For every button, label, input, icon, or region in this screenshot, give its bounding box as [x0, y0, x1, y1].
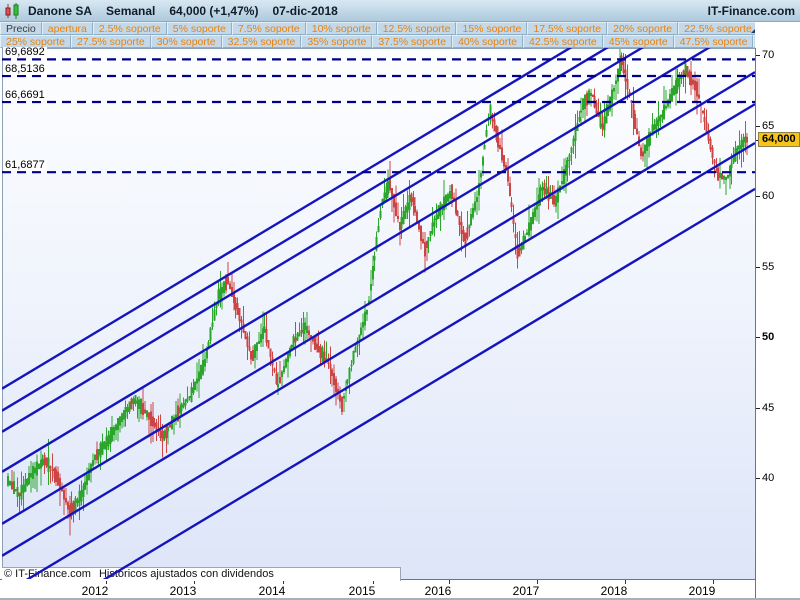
- year-label-2014: 2014: [258, 584, 286, 598]
- chart-footer-note: © IT-Finance.com Históricos ajustados con…: [2, 567, 401, 581]
- title-bar: Danone SA Semanal 64,000 (+1,47%) 07-dic…: [0, 0, 800, 22]
- year-tick: [713, 580, 714, 584]
- price-tick-label: 55: [762, 261, 775, 273]
- candles: [7, 49, 749, 536]
- tab-42-5-soporte[interactable]: 42.5% soporte: [523, 35, 603, 48]
- dashed-level-lines: [2, 58, 755, 174]
- tab-37-5-soporte[interactable]: 37.5% soporte: [372, 35, 453, 48]
- indicator-tabs-row-1: Precio apertura 2.5% soporte 5% soporte 7.5%…: [0, 22, 755, 35]
- level-price-label: 69,6892: [3, 46, 47, 58]
- time-axis[interactable]: 2012 2013 2014 2015 2016 2017 2018 2019: [0, 579, 755, 598]
- price-tick: [756, 267, 760, 268]
- tab-15-soporte[interactable]: 15% soporte: [456, 22, 528, 35]
- symbol-name: Danone SA: [28, 3, 93, 18]
- price-tick: [756, 55, 760, 56]
- price-tick-label: 65: [762, 120, 775, 132]
- indicator-tabs-row-2: 25% soporte 27.5% soporte 30% soporte 32.5%…: [0, 35, 755, 48]
- dividends-note: Históricos ajustados con dividendos: [98, 568, 274, 580]
- dropdown-corner-arrow-icon: [750, 26, 755, 33]
- price-tick-label: 70: [762, 49, 775, 61]
- tab-45-soporte[interactable]: 45% soporte: [602, 35, 674, 48]
- tab-5-soporte[interactable]: 5% soporte: [166, 22, 232, 35]
- price-tick: [756, 196, 760, 197]
- quote-date: 07-dic-2018: [272, 3, 338, 18]
- year-label-2012: 2012: [81, 584, 109, 598]
- tab-10-soporte[interactable]: 10% soporte: [305, 22, 377, 35]
- tab-47-5-soporte[interactable]: 47.5% soporte: [673, 35, 754, 48]
- tab-30-soporte[interactable]: 30% soporte: [150, 35, 222, 48]
- year-label-2013: 2013: [169, 584, 197, 598]
- support-channel-lines: [2, 48, 755, 579]
- tab-20-soporte[interactable]: 20% soporte: [607, 22, 679, 35]
- price-chart-canvas[interactable]: [2, 48, 755, 579]
- tab-32-5-soporte[interactable]: 32.5% soporte: [221, 35, 302, 48]
- price-tick-label: 60: [762, 190, 775, 202]
- tab-apertura[interactable]: apertura: [41, 22, 93, 35]
- year-tick: [625, 580, 626, 584]
- candlestick-icon: [5, 2, 19, 19]
- year-tick: [449, 580, 450, 584]
- tab-25-soporte[interactable]: 25% soporte: [0, 35, 71, 48]
- year-tick: [106, 580, 107, 584]
- tab-12-5-soporte[interactable]: 12.5% soporte: [376, 22, 457, 35]
- price-axis[interactable]: 70 65 60 55 50 45 40 64,000: [755, 48, 800, 598]
- axis-corner-spacer: [755, 22, 800, 48]
- tab-precio[interactable]: Precio: [0, 22, 42, 35]
- last-quote: 64,000 (+1,47%): [169, 3, 259, 18]
- price-tick-label: 40: [762, 472, 775, 484]
- price-tick-label: 50: [762, 331, 775, 343]
- level-price-label: 66,6691: [3, 89, 47, 101]
- year-tick: [194, 580, 195, 584]
- brand-label: IT-Finance.com: [707, 3, 795, 18]
- year-label-2017: 2017: [512, 584, 540, 598]
- price-tick: [756, 478, 760, 479]
- year-label-2016: 2016: [424, 584, 452, 598]
- last-price-badge: 64,000: [758, 132, 800, 147]
- year-tick: [283, 580, 284, 584]
- tab-22-5-soporte[interactable]: 22.5% soporte: [678, 22, 755, 35]
- tab-17-5-soporte[interactable]: 17.5% soporte: [527, 22, 608, 35]
- year-tick: [373, 580, 374, 584]
- price-tick: [756, 408, 760, 409]
- year-label-2018: 2018: [600, 584, 628, 598]
- timeframe-label: Semanal: [106, 3, 156, 18]
- level-price-label: 61,6877: [3, 159, 47, 171]
- tab-35-soporte[interactable]: 35% soporte: [301, 35, 373, 48]
- price-tick: [756, 337, 760, 338]
- year-label-2019: 2019: [688, 584, 716, 598]
- chart-main: © IT-Finance.com Históricos ajustados con…: [0, 46, 800, 598]
- copyright-label: © IT-Finance.com: [4, 568, 91, 580]
- window-bottom-edge: [0, 598, 800, 600]
- year-label-2015: 2015: [348, 584, 376, 598]
- level-price-label: 68,5136: [3, 63, 47, 75]
- tab-40-soporte[interactable]: 40% soporte: [452, 35, 524, 48]
- year-tick: [537, 580, 538, 584]
- price-tick: [756, 126, 760, 127]
- price-tick-label: 45: [762, 402, 775, 414]
- tab-50-soporte[interactable]: 50% soporte: [753, 35, 755, 48]
- tab-2-5-soporte[interactable]: 2.5% soporte: [92, 22, 167, 35]
- tab-27-5-soporte[interactable]: 27.5% soporte: [70, 35, 151, 48]
- tab-7-5-soporte[interactable]: 7.5% soporte: [231, 22, 306, 35]
